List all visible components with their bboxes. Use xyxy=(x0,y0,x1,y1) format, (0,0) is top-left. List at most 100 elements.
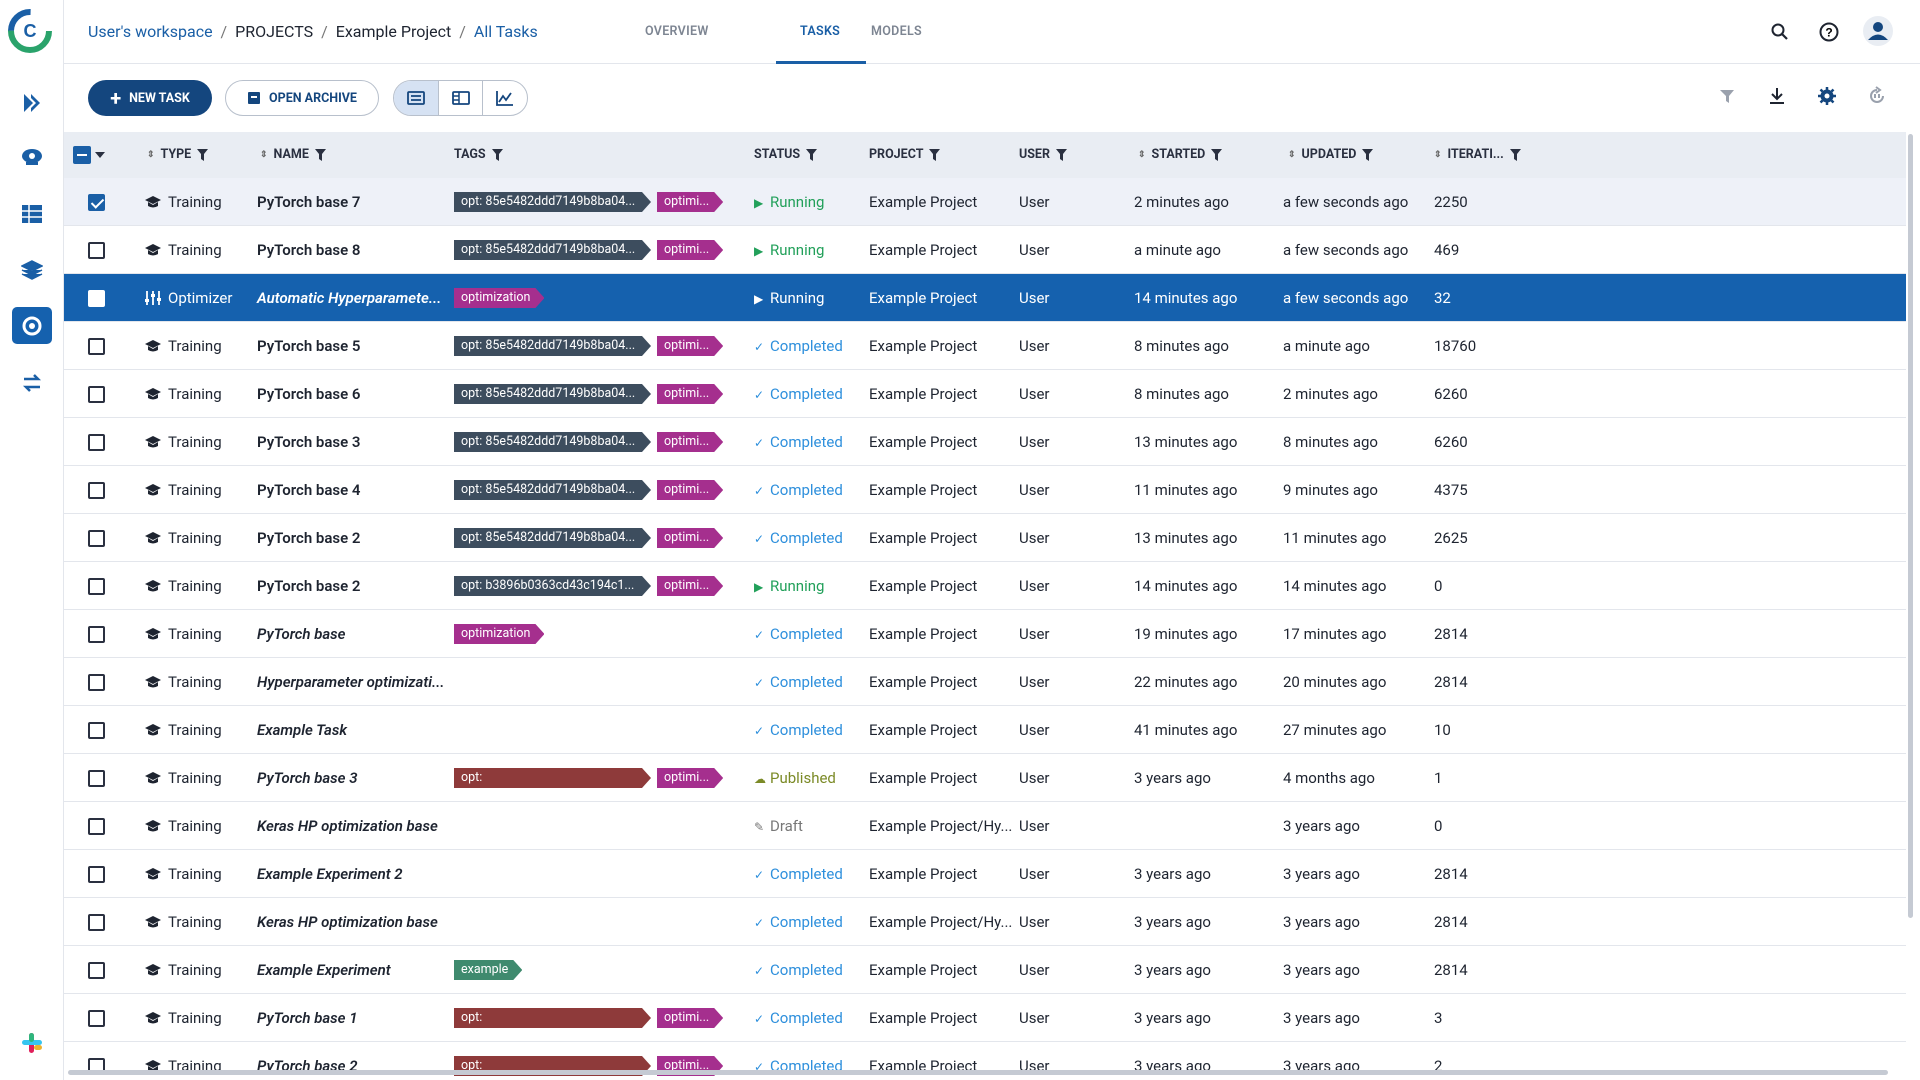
table-row[interactable]: Training PyTorch base 3 opt: e205d684f7954… xyxy=(64,754,1906,802)
type: Training xyxy=(168,961,222,979)
column-header[interactable]: USER xyxy=(1019,147,1067,162)
filter-icon[interactable] xyxy=(1509,148,1521,161)
breadcrumb-item[interactable]: PROJECTS xyxy=(235,22,314,41)
task-name: PyTorch base 2 xyxy=(257,529,361,547)
type-icon xyxy=(145,916,161,928)
row-checkbox[interactable] xyxy=(88,482,105,499)
table-row[interactable]: Training PyTorch base 3 opt: 85e5482ddd714… xyxy=(64,418,1906,466)
clear-filters-icon[interactable] xyxy=(1718,87,1738,107)
table-row[interactable]: Training PyTorch base 4 opt: 85e5482ddd714… xyxy=(64,466,1906,514)
column-header[interactable]: ⇕ ITERATI... xyxy=(1434,147,1521,162)
tab[interactable]: OVERVIEW xyxy=(645,24,709,39)
task-name: Example Experiment 2 xyxy=(257,865,403,883)
breadcrumb-item[interactable]: All Tasks xyxy=(473,22,538,41)
row-checkbox[interactable] xyxy=(88,818,105,835)
vertical-scrollbar[interactable] xyxy=(1908,134,1913,918)
nav-layers[interactable] xyxy=(21,259,43,281)
search-icon[interactable] xyxy=(1770,22,1790,42)
details-view[interactable] xyxy=(437,81,483,115)
row-checkbox[interactable] xyxy=(88,866,105,883)
status-icon: ✓ xyxy=(754,484,765,498)
sort-icon: ⇕ xyxy=(147,149,155,160)
column-header[interactable]: PROJECT xyxy=(869,147,941,162)
sort-icon: ⇕ xyxy=(260,149,268,160)
row-checkbox[interactable] xyxy=(88,194,105,211)
nav-experiments-active[interactable] xyxy=(12,307,52,344)
nav-datasets[interactable] xyxy=(20,146,44,168)
tag: opt: 85e5482ddd7149b8ba04... xyxy=(454,432,651,452)
tab[interactable]: MODELS xyxy=(871,24,922,39)
task-name: Example Task xyxy=(257,721,348,739)
download-icon[interactable] xyxy=(1767,86,1787,106)
table-row[interactable]: Training PyTorch base 8 opt: 85e5482ddd714… xyxy=(64,226,1906,274)
row-checkbox[interactable] xyxy=(88,962,105,979)
row-checkbox[interactable] xyxy=(88,386,105,403)
iterations: 6260 xyxy=(1434,433,1468,451)
table-row[interactable]: Training Hyperparameter optimizati... ✓ Com… xyxy=(64,658,1906,706)
table-row[interactable]: Training PyTorch base 7 opt: 85e5482ddd714… xyxy=(64,178,1906,226)
column-label: STATUS xyxy=(754,147,801,162)
nav-projects[interactable] xyxy=(21,204,43,224)
filter-icon[interactable] xyxy=(197,148,209,161)
compare-view[interactable] xyxy=(482,81,527,115)
open-archive-button[interactable]: OPEN ARCHIVE xyxy=(225,80,379,116)
row-checkbox[interactable] xyxy=(88,338,105,355)
user-avatar[interactable] xyxy=(1863,16,1893,46)
row-checkbox[interactable] xyxy=(88,530,105,547)
filter-icon[interactable] xyxy=(314,148,326,161)
settings-icon[interactable] xyxy=(1817,86,1837,106)
select-menu-caret[interactable] xyxy=(95,152,105,158)
type: Training xyxy=(168,673,222,691)
nav-orchestration[interactable] xyxy=(21,372,43,394)
row-checkbox[interactable] xyxy=(88,242,105,259)
table-row[interactable]: Training Example Experiment example ✓ Comple… xyxy=(64,946,1906,994)
auto-refresh-icon[interactable] xyxy=(1867,86,1887,106)
row-checkbox[interactable] xyxy=(88,434,105,451)
row-checkbox[interactable] xyxy=(88,674,105,691)
select-all-checkbox[interactable] xyxy=(73,146,91,164)
nav-pipelines[interactable] xyxy=(21,92,43,114)
filter-icon[interactable] xyxy=(491,148,503,161)
table-row[interactable]: Training PyTorch base 6 opt: 85e5482ddd714… xyxy=(64,370,1906,418)
filter-icon[interactable] xyxy=(1211,148,1223,161)
column-header[interactable]: ⇕ UPDATED xyxy=(1288,147,1374,162)
row-checkbox[interactable] xyxy=(88,578,105,595)
table-row[interactable]: Training PyTorch base 2 opt: b3896b0363cd4… xyxy=(64,562,1906,610)
row-checkbox[interactable] xyxy=(88,722,105,739)
iterations: 2814 xyxy=(1434,913,1468,931)
column-header[interactable]: TAGS xyxy=(454,147,503,162)
filter-icon[interactable] xyxy=(929,148,941,161)
column-header[interactable]: ⇕ NAME xyxy=(260,147,326,162)
help-icon[interactable]: ? xyxy=(1818,21,1840,43)
table-row[interactable]: Training PyTorch base optimization ✓ Complet… xyxy=(64,610,1906,658)
tag: opt: e205d684f7954571a7309... xyxy=(454,1008,651,1028)
filter-icon[interactable] xyxy=(1362,148,1374,161)
table-row[interactable]: Training PyTorch base 2 opt: 85e5482ddd714… xyxy=(64,514,1906,562)
table-row[interactable]: Training PyTorch base 1 opt: e205d684f7954… xyxy=(64,994,1906,1042)
row-checkbox[interactable] xyxy=(88,914,105,931)
table-row[interactable]: Training Keras HP optimization base ✎ Draft… xyxy=(64,802,1906,850)
column-header[interactable]: STATUS xyxy=(754,147,818,162)
row-checkbox[interactable] xyxy=(88,1010,105,1027)
column-header[interactable]: ⇕ STARTED xyxy=(1138,147,1223,162)
table-row[interactable]: Training Example Experiment 2 ✓ Completed Ex… xyxy=(64,850,1906,898)
status-icon: ▶ xyxy=(754,244,764,258)
row-checkbox[interactable] xyxy=(88,626,105,643)
breadcrumb-item[interactable]: User's workspace xyxy=(88,22,213,41)
table-row[interactable]: Training Example Task ✓ Completed Example Pr… xyxy=(64,706,1906,754)
filter-icon[interactable] xyxy=(1055,148,1067,161)
column-header[interactable]: ⇕ TYPE xyxy=(147,147,209,162)
new-task-button[interactable]: + NEW TASK xyxy=(88,80,212,116)
row-checkbox[interactable] xyxy=(88,290,105,307)
column-label: PROJECT xyxy=(869,147,924,162)
filter-icon[interactable] xyxy=(806,148,818,161)
tab[interactable]: TASKS xyxy=(800,24,841,39)
breadcrumb-item[interactable]: Example Project xyxy=(335,22,452,41)
table-row[interactable]: Training Keras HP optimization base ✓ Compl… xyxy=(64,898,1906,946)
table-view[interactable] xyxy=(394,81,438,115)
table-row[interactable]: Training PyTorch base 5 opt: 85e5482ddd714… xyxy=(64,322,1906,370)
table-row[interactable]: Optimizer Automatic Hyperparamete... optim… xyxy=(64,274,1906,322)
horizontal-scrollbar[interactable] xyxy=(68,1070,1888,1075)
row-checkbox[interactable] xyxy=(88,770,105,787)
slack-icon[interactable] xyxy=(21,1032,43,1054)
